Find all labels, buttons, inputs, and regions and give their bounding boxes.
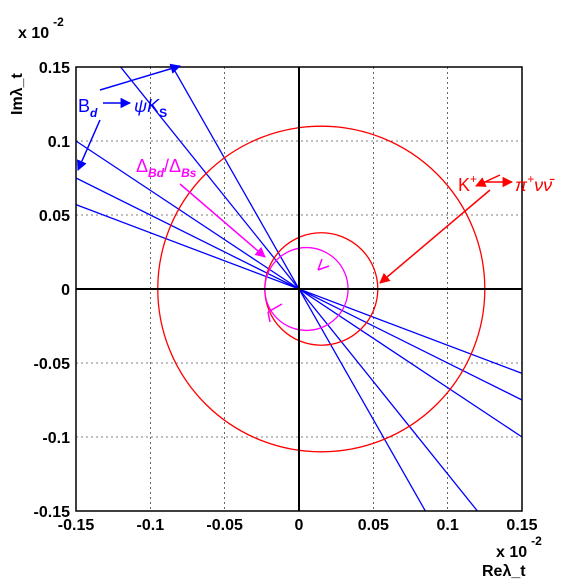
delta-arrow xyxy=(179,183,266,258)
x-tick-label: 0.15 xyxy=(506,517,537,534)
bd-label: Bd xyxy=(78,96,98,120)
x-tick-label: -0.15 xyxy=(58,517,95,534)
x-axis-label: Reλ_t xyxy=(482,563,526,580)
bd-annotation: Bd ψKS xyxy=(77,63,182,171)
y-axis-label: Imλ_t xyxy=(9,73,26,115)
y-tick-label: 0.05 xyxy=(39,208,70,225)
ratio-arrow-top xyxy=(317,258,330,271)
kaon-arrow-outer xyxy=(475,174,501,187)
y-tick-label: 0.15 xyxy=(39,60,70,77)
y-multiplier: x 10-2 xyxy=(18,15,64,42)
plot-frame xyxy=(75,66,523,512)
bd-arrow-up xyxy=(99,63,182,91)
kaon-annotation: K+ π+νν̄ xyxy=(379,172,555,284)
x-tick-label: 0 xyxy=(295,517,304,534)
x-tick-labels: -0.15 -0.1 -0.05 0 0.05 0.1 0.15 xyxy=(58,517,538,534)
y-tick-label: -0.1 xyxy=(42,430,70,447)
x-multiplier: x 10-2 xyxy=(496,534,542,561)
x-tick-label: -0.1 xyxy=(137,517,165,534)
x-tick-label: 0.1 xyxy=(437,517,459,534)
y-tick-label: -0.05 xyxy=(34,356,71,373)
y-tick-label: 0.1 xyxy=(48,134,70,151)
kaon-arrow-inner xyxy=(379,189,491,284)
pinunu-label: π+νν̄ xyxy=(515,172,555,195)
delta-label: ΔBd/ΔBs xyxy=(136,156,197,180)
ratio-arrow-bottom xyxy=(267,303,283,323)
y-tick-label: 0 xyxy=(61,282,70,299)
y-tick-labels: -0.15 -0.1 -0.05 0 0.05 0.1 0.15 xyxy=(34,60,71,521)
x-tick-label: -0.05 xyxy=(206,517,243,534)
y-tick-label: -0.15 xyxy=(34,504,71,521)
psiks-label: ψKS xyxy=(134,96,167,120)
x-tick-label: 0.05 xyxy=(358,517,389,534)
bd-arrow-down xyxy=(77,119,101,171)
ratio-direction-arrows xyxy=(267,258,330,323)
kaon-label: K+ xyxy=(458,172,477,195)
delta-annotation: ΔBd/ΔBs xyxy=(136,156,266,258)
